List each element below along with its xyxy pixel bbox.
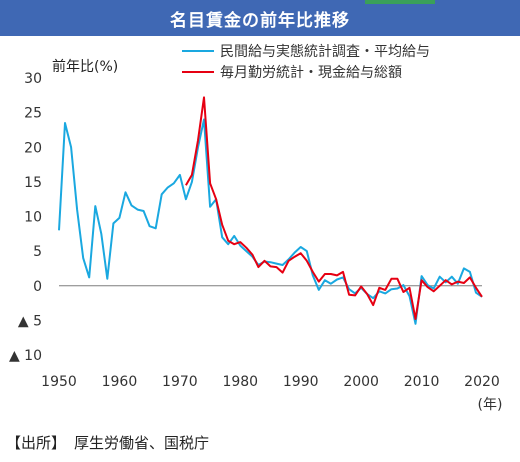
source-note: 【出所】 厚生労働省、国税庁 <box>6 432 209 453</box>
legend-label-2: 毎月勤労統計・現金給与総額 <box>220 65 402 81</box>
y-tick-label: 15 <box>24 175 42 191</box>
y-axis-label: 前年比(%) <box>52 58 118 75</box>
y-tick-label: 30 <box>24 71 42 87</box>
y-tick-label: 5 <box>33 244 42 260</box>
y-tick-label: ▲ 10 <box>9 348 42 364</box>
chart: 30 25 20 15 10 5 0 ▲ 5 ▲ 10 1950 1960 1970 1980 1990 2… <box>9 44 503 413</box>
x-tick-label: 1990 <box>283 374 319 390</box>
y-tick-label: 20 <box>24 140 42 156</box>
x-tick-label: 2020 <box>464 374 500 390</box>
x-tick-label: 1950 <box>41 374 77 390</box>
x-unit-label: (年) <box>478 397 503 413</box>
x-tick-label: 2000 <box>343 374 379 390</box>
y-tick-label: 0 <box>33 279 42 295</box>
series-line-1 <box>58 118 483 325</box>
series-line-2 <box>185 96 483 320</box>
x-tick-label: 1970 <box>162 374 198 390</box>
y-tick-label: ▲ 5 <box>18 313 42 329</box>
title-accent <box>365 0 435 4</box>
source-text: 厚生労働省、国税庁 <box>74 434 210 452</box>
x-tick-label: 2010 <box>404 374 440 390</box>
source-label: 【出所】 <box>6 434 67 452</box>
title-bar: 名目賃金の前年比推移 <box>0 0 520 36</box>
y-tick-label: 10 <box>24 210 42 226</box>
y-tick-label: 25 <box>24 106 42 122</box>
chart-title: 名目賃金の前年比推移 <box>170 10 350 31</box>
x-tick-label: 1980 <box>222 374 258 390</box>
x-tick-label: 1960 <box>102 374 138 390</box>
legend-label-1: 民間給与実態統計調査・平均給与 <box>220 44 430 60</box>
